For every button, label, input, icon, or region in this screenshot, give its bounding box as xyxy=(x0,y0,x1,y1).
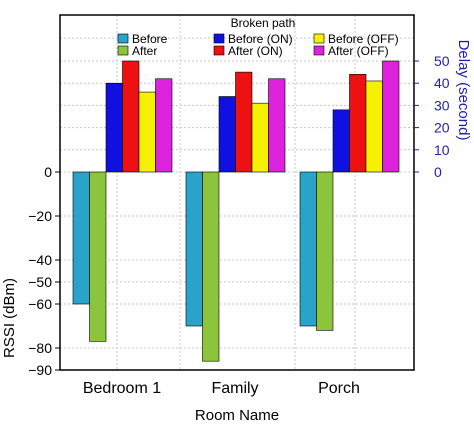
legend-swatch-after-on- xyxy=(213,45,225,56)
bar-rssi-after xyxy=(316,171,334,331)
left-axis: 0 −20 −40 −50 −60 −80 −90 xyxy=(28,164,60,378)
bar-delay-before-off- xyxy=(365,80,383,173)
legend-swatch-before-on- xyxy=(213,33,225,44)
bar-rssi-before xyxy=(72,171,90,305)
grid-lines xyxy=(60,15,414,371)
right-tick-label: 20 xyxy=(434,120,450,136)
legend-label-before-off-: Before (OFF) xyxy=(328,32,399,46)
left-tick-label: −20 xyxy=(28,208,52,224)
legend-label-before-on-: Before (ON) xyxy=(228,32,293,46)
bar-delay-before-on- xyxy=(218,96,236,173)
bar-rssi-before xyxy=(185,171,203,327)
category-label: Porch xyxy=(318,380,360,397)
bar-rssi-before xyxy=(299,171,317,327)
right-tick-label: 30 xyxy=(434,97,450,113)
right-tick-label: 0 xyxy=(434,164,442,180)
y-axis-title-left: RSSI (dBm) xyxy=(1,278,18,358)
bar-delay-after-off- xyxy=(155,78,173,173)
bar-delay-after-off- xyxy=(382,60,400,173)
right-tick-label: 50 xyxy=(434,53,450,69)
right-tick-label: 10 xyxy=(434,142,450,158)
legend-label-after-on-: After (ON) xyxy=(228,44,283,58)
legend-title: Broken path xyxy=(231,16,296,30)
bar-delay-after-off- xyxy=(268,78,286,173)
bar-rssi-after xyxy=(89,171,107,342)
bar-delay-before-on- xyxy=(105,82,123,173)
right-tick-label: 40 xyxy=(434,75,450,91)
left-tick-label: −60 xyxy=(28,296,52,312)
bar-delay-after-on- xyxy=(349,74,367,173)
legend-label-after: After xyxy=(132,44,157,58)
category-axis: Bedroom 1 Family Porch xyxy=(83,380,360,397)
right-axis: 0 10 20 30 40 50 xyxy=(414,53,450,180)
plot-frame xyxy=(59,14,415,371)
bar-delay-after-on- xyxy=(122,60,140,173)
category-label: Bedroom 1 xyxy=(83,380,161,397)
bar-delay-before-off- xyxy=(138,91,156,173)
left-tick-label: −40 xyxy=(28,252,52,268)
bar-delay-before-off- xyxy=(251,102,269,173)
category-label: Family xyxy=(211,380,258,397)
bar-delay-after-on- xyxy=(235,71,253,173)
legend-label-after-off-: After (OFF) xyxy=(328,44,389,58)
x-axis-title: Room Name xyxy=(195,407,279,424)
y-axis-title-right: Delay (second) xyxy=(455,40,472,141)
legend-swatch-after-off- xyxy=(313,45,325,56)
legend-swatch-before xyxy=(117,33,129,44)
bars-group xyxy=(72,60,400,362)
left-tick-label: −50 xyxy=(28,274,52,290)
left-tick-label: 0 xyxy=(44,164,52,180)
legend-swatch-before-off- xyxy=(313,33,325,44)
left-tick-label: −80 xyxy=(28,340,52,356)
left-tick-label: −90 xyxy=(28,362,52,378)
bar-delay-before-on- xyxy=(332,109,350,173)
bar-rssi-after xyxy=(202,171,220,362)
legend-swatch-after xyxy=(117,45,129,56)
legend-label-before: Before xyxy=(132,32,168,46)
